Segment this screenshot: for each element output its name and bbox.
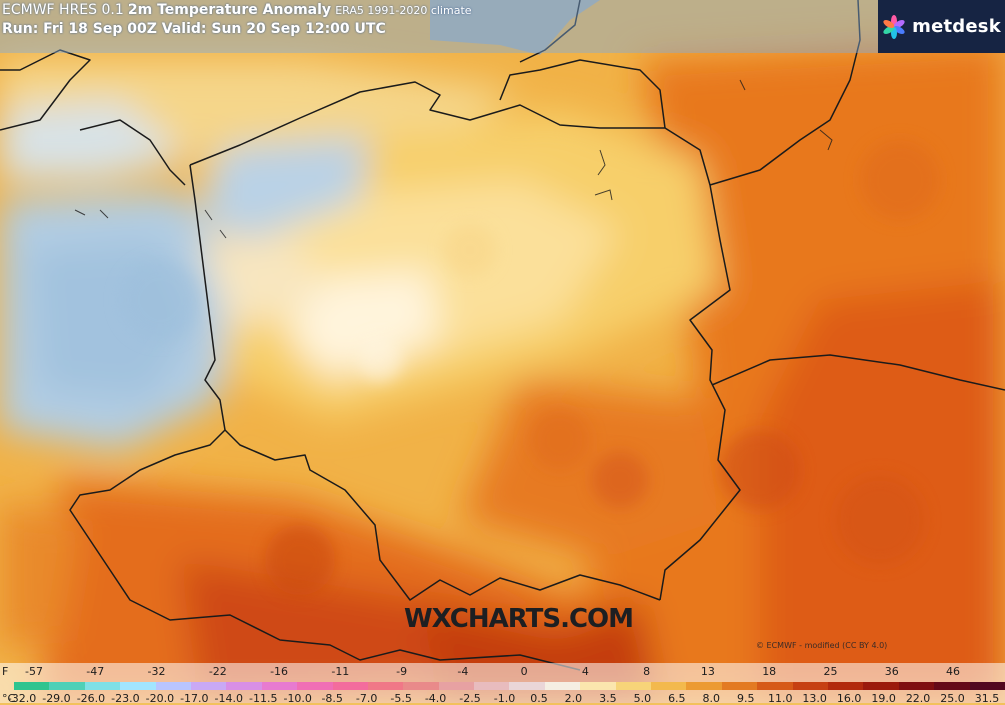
color-bar-segment [934,682,970,690]
celsius-tick-label: 16.0 [836,692,862,705]
color-bar-segment [898,682,935,690]
metdesk-flower-icon [883,14,905,39]
color-bar-segment [226,682,262,690]
celsius-tick-label: 8.0 [702,692,721,705]
ecmwf-credit: © ECMWF - modified (CC BY 4.0) [756,641,888,650]
celsius-unit: °C [2,692,16,705]
celsius-scale: °C -32.0 -29.0 -26.0 -23.0 -20.0 -17.0 -14.0 -1… [0,692,1005,705]
color-bar-segment [827,682,864,690]
field-name: 2m Temperature Anomaly [127,2,332,18]
color-bar [14,682,1005,690]
celsius-tick-label: 9.5 [737,692,755,705]
color-bar-segment [474,682,510,690]
metdesk-logo-text: metdesk [912,16,1001,37]
fahrenheit-tick-label: -47 [86,665,105,678]
celsius-tick-label: -26.0 [76,692,106,705]
celsius-tick-label: -4.0 [424,692,447,705]
color-bar-segment [84,682,121,690]
celsius-tick-label: -1.0 [493,692,516,705]
color-bar-segment [367,682,404,690]
celsius-tick-label: -11.5 [249,692,278,705]
celsius-tick-label: -2.5 [459,692,481,705]
celsius-tick-label: -29.0 [42,692,71,705]
celsius-tick-label: -7.0 [355,692,378,705]
celsius-tick-label: -5.5 [390,692,412,705]
color-bar-segment [686,682,722,690]
color-bar-segment [261,682,298,690]
color-bar-segment [403,682,439,690]
celsius-tick-label: -14.0 [214,692,244,705]
color-bar-segment [863,682,899,690]
color-bar-segment [969,682,1005,690]
fahrenheit-unit: F [2,665,9,678]
model-name: ECMWF HRES 0.1 [2,2,124,18]
color-bar-segment [509,682,545,690]
color-scale-legend: F -57 -47 -32 -22 -16 -11 -9 -4 0 4 8 13 18 25 36 46 °C… [0,663,1005,705]
color-bar-segment [49,682,85,690]
color-bar-segment [580,682,616,690]
celsius-tick-label: 13.0 [802,692,827,705]
fahrenheit-tick-label: -4 [457,665,469,678]
fahrenheit-tick-label: 4 [581,665,589,678]
fahrenheit-tick-label: -11 [331,665,350,678]
celsius-tick-label: 19.0 [871,692,896,705]
run-valid-time: Run: Fri 18 Sep 00Z Valid: Sun 20 Sep 12… [2,21,386,37]
color-bar-segment [14,682,50,690]
color-bar-segment [332,682,368,690]
color-bar-segment [438,682,475,690]
climate-reference: ERA5 1991-2020 climate [335,4,472,17]
chart-title: ECMWF HRES 0.1 2m Temperature Anomaly ER… [2,2,472,18]
celsius-tick-label: -20.0 [145,692,175,705]
fahrenheit-tick-label: -16 [270,665,289,678]
celsius-tick-label: -32.0 [7,692,37,705]
fahrenheit-tick-label: 36 [884,665,899,678]
fahrenheit-tick-label: -32 [147,665,166,678]
color-bar-segment [190,682,227,690]
fahrenheit-tick-label: -22 [208,665,227,678]
wxcharts-watermark: WXCHARTS.COM [404,604,634,634]
metdesk-logo: metdesk [878,0,1005,53]
color-bar-segment [792,682,828,690]
celsius-tick-label: 31.5 [974,692,1000,705]
celsius-tick-label: -10.0 [283,692,312,705]
color-bar-segment [120,682,156,690]
color-bar-segment [757,682,793,690]
fahrenheit-tick-label: 25 [823,665,838,678]
color-bar-segment [615,682,652,690]
celsius-tick-label: -17.0 [180,692,209,705]
color-bar-segment [651,682,687,690]
fahrenheit-tick-label: 18 [762,665,777,678]
color-bar-segment [155,682,191,690]
fahrenheit-tick-label: 0 [520,665,528,678]
celsius-tick-label: 6.5 [668,692,686,705]
fahrenheit-tick-label: 46 [946,665,960,678]
celsius-tick-label: -23.0 [111,692,140,705]
color-bar-segment [297,682,333,690]
celsius-tick-label: 25.0 [940,692,965,705]
celsius-tick-label: 3.5 [599,692,617,705]
fahrenheit-tick-label: 8 [643,665,651,678]
fahrenheit-tick-label: 13 [700,665,715,678]
celsius-tick-label: 11.0 [767,692,793,705]
celsius-tick-label: 22.0 [905,692,931,705]
map-header: ECMWF HRES 0.1 2m Temperature Anomaly ER… [0,0,878,53]
fahrenheit-scale: F -57 -47 -32 -22 -16 -11 -9 -4 0 4 8 13 18 25 36 46 [0,665,1005,678]
color-bar-segment [721,682,758,690]
celsius-tick-label: 5.0 [633,692,652,705]
celsius-tick-label: 2.0 [564,692,583,705]
celsius-tick-label: -8.5 [321,692,343,705]
fahrenheit-tick-label: -9 [396,665,408,678]
color-bar-segment [544,682,581,690]
fahrenheit-tick-label: -57 [25,665,43,678]
celsius-tick-label: 0.5 [530,692,548,705]
